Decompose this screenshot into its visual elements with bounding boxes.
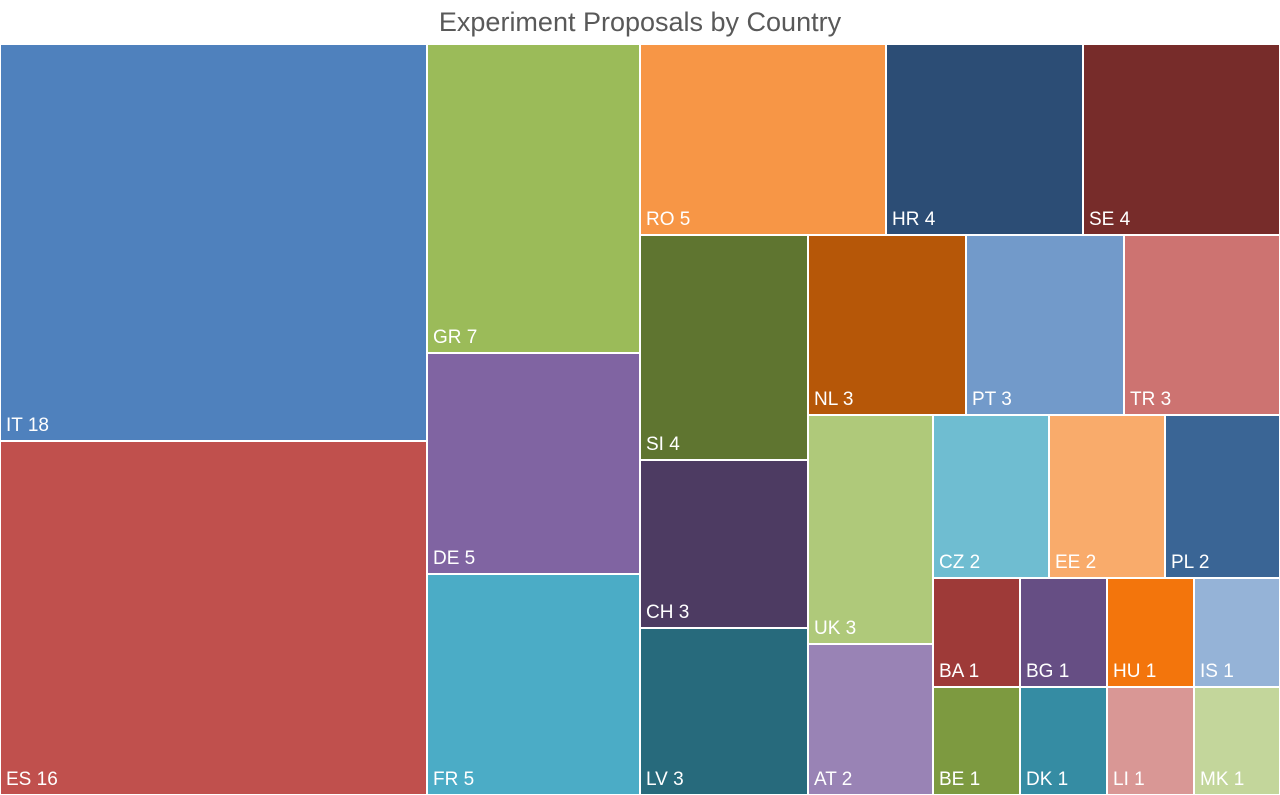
treemap-cell-label: EE 2: [1055, 552, 1097, 573]
treemap-cell-label: CZ 2: [939, 552, 981, 573]
chart-title: Experiment Proposals by Country: [438, 7, 842, 37]
treemap-cell-label: BA 1: [939, 661, 980, 682]
treemap-cell-lv: LV 3: [640, 628, 808, 795]
treemap-area: IT 18 ES 16 GR 7 DE 5 FR 5 RO 5 HR 4 SE 4 SI 4 CH…: [0, 44, 1280, 795]
treemap-cell-dk: DK 1: [1020, 687, 1107, 795]
treemap-cell-label: HU 1: [1113, 661, 1157, 682]
treemap-cell-si: SI 4: [640, 235, 808, 460]
treemap-cell-label: AT 2: [814, 769, 853, 790]
treemap-cell-nl: NL 3: [808, 235, 966, 415]
treemap-cell-label: TR 3: [1130, 389, 1172, 410]
treemap-cell-it: IT 18: [0, 44, 427, 441]
treemap-cell-label: DK 1: [1026, 769, 1069, 790]
treemap-cell-de: DE 5: [427, 353, 640, 574]
treemap-cell-uk: UK 3: [808, 415, 933, 644]
treemap-cell-tr: TR 3: [1124, 235, 1280, 415]
treemap-cell-label: PT 3: [972, 389, 1012, 410]
treemap-cell-bg: BG 1: [1020, 578, 1107, 687]
treemap-cell-ch: CH 3: [640, 460, 808, 628]
treemap-cell-ro: RO 5: [640, 44, 886, 235]
treemap-cell-pl: PL 2: [1165, 415, 1280, 578]
treemap-cell-label: BE 1: [939, 769, 981, 790]
treemap-cell-label: LV 3: [646, 769, 684, 790]
treemap-cell-label: IT 18: [6, 415, 49, 436]
treemap-cell-label: UK 3: [814, 618, 857, 639]
treemap-cell-hr: HR 4: [886, 44, 1083, 235]
treemap-cell-at: AT 2: [808, 644, 933, 795]
treemap-cell-label: DE 5: [433, 548, 476, 569]
treemap-cell-label: CH 3: [646, 602, 690, 623]
treemap-cell-label: SI 4: [646, 434, 680, 455]
treemap-cell-es: ES 16: [0, 441, 427, 795]
treemap-cell-label: BG 1: [1026, 661, 1070, 682]
treemap-cell-pt: PT 3: [966, 235, 1124, 415]
treemap-cell-label: FR 5: [433, 769, 475, 790]
treemap-cell-label: PL 2: [1171, 552, 1210, 573]
treemap-cell-cz: CZ 2: [933, 415, 1049, 578]
treemap-cell-se: SE 4: [1083, 44, 1280, 235]
treemap-cell-label: HR 4: [892, 209, 936, 230]
treemap-cell-hu: HU 1: [1107, 578, 1194, 687]
treemap-cell-label: MK 1: [1200, 769, 1245, 790]
treemap-cell-mk: MK 1: [1194, 687, 1280, 795]
treemap-cell-label: SE 4: [1089, 209, 1131, 230]
treemap-cell-be: BE 1: [933, 687, 1020, 795]
treemap-cell-label: GR 7: [433, 327, 478, 348]
treemap-cell-label: ES 16: [6, 769, 58, 790]
treemap-cell-label: LI 1: [1113, 769, 1145, 790]
treemap-cell-gr: GR 7: [427, 44, 640, 353]
treemap-cell-ee: EE 2: [1049, 415, 1165, 578]
treemap-cell-ba: BA 1: [933, 578, 1020, 687]
treemap-cell-label: RO 5: [646, 209, 691, 230]
treemap-cell-fr: FR 5: [427, 574, 640, 795]
treemap-cell-label: NL 3: [814, 389, 854, 410]
treemap-cell-is: IS 1: [1194, 578, 1280, 687]
treemap-cell-li: LI 1: [1107, 687, 1194, 795]
treemap-cell-label: IS 1: [1200, 661, 1234, 682]
